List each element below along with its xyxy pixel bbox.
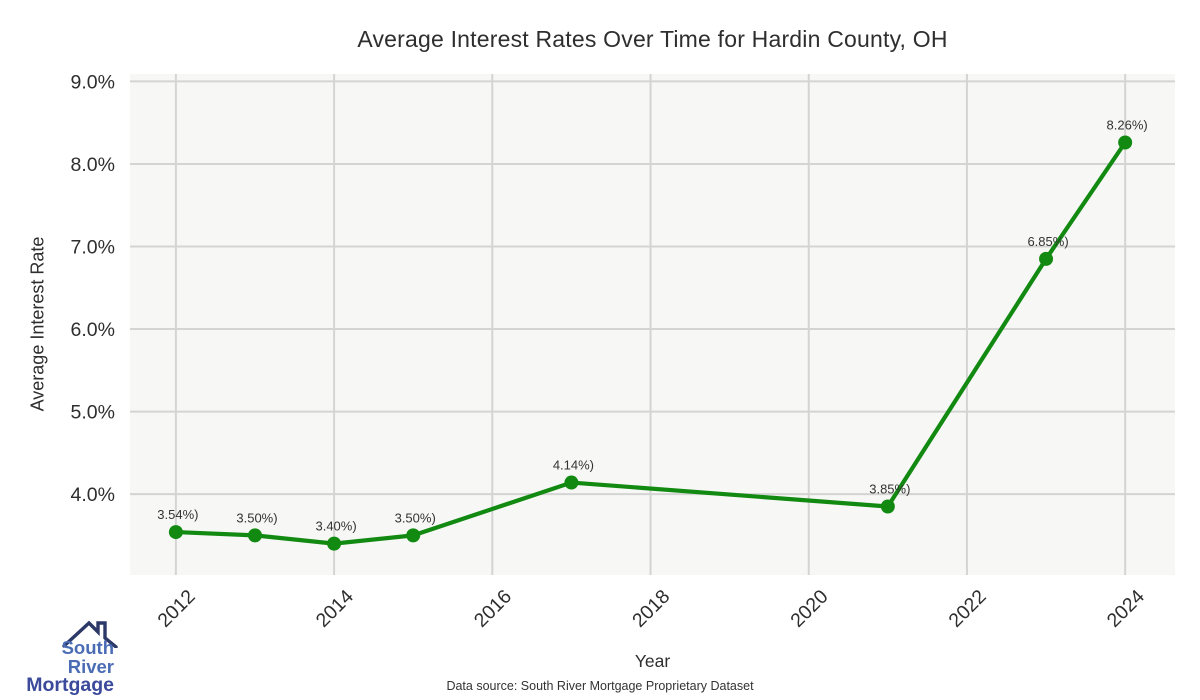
x-tick-label: 2020 [786,585,832,631]
x-tick-label: 2016 [470,586,516,632]
house-roof-icon [62,620,118,648]
y-tick-label: 4.0% [71,484,115,506]
y-tick-label: 7.0% [71,237,115,259]
data-point-label: 3.50%) [395,510,436,525]
x-tick-label: 2024 [1103,585,1149,631]
data-point-label: 8.26%) [1107,118,1148,133]
logo-text-line2: Mortgage [26,674,114,696]
data-point [168,525,183,540]
plot-area [130,74,1175,575]
data-point [327,536,342,551]
x-tick-label: 2018 [628,586,674,632]
x-tick-label: 2012 [153,586,199,632]
chart-title: Average Interest Rates Over Time for Har… [357,26,948,52]
data-point [880,499,895,514]
data-point-label: 3.40%) [315,519,356,534]
y-tick-label: 9.0% [71,71,115,93]
logo-text-line1: South River [61,637,114,677]
x-tick-label: 2014 [312,585,358,631]
data-point [1118,135,1133,150]
trend-line [173,140,1128,546]
data-source-note: Data source: South River Mortgage Propri… [446,679,754,693]
data-point [1039,251,1054,266]
y-tick-label: 5.0% [71,402,115,424]
data-point-label: 3.54%) [157,507,198,522]
data-point [406,528,421,543]
data-point [247,528,262,543]
x-axis-title: Year [634,651,671,671]
y-tick-label: 8.0% [71,154,115,176]
data-point [564,475,579,490]
data-point-label: 3.50%) [236,510,277,525]
data-point-label: 4.14%) [553,458,594,473]
y-tick-label: 6.0% [71,319,115,341]
data-point-label: 3.85%) [869,481,910,496]
data-point-label: 6.85%) [1027,234,1068,249]
x-tick-label: 2022 [945,586,991,632]
